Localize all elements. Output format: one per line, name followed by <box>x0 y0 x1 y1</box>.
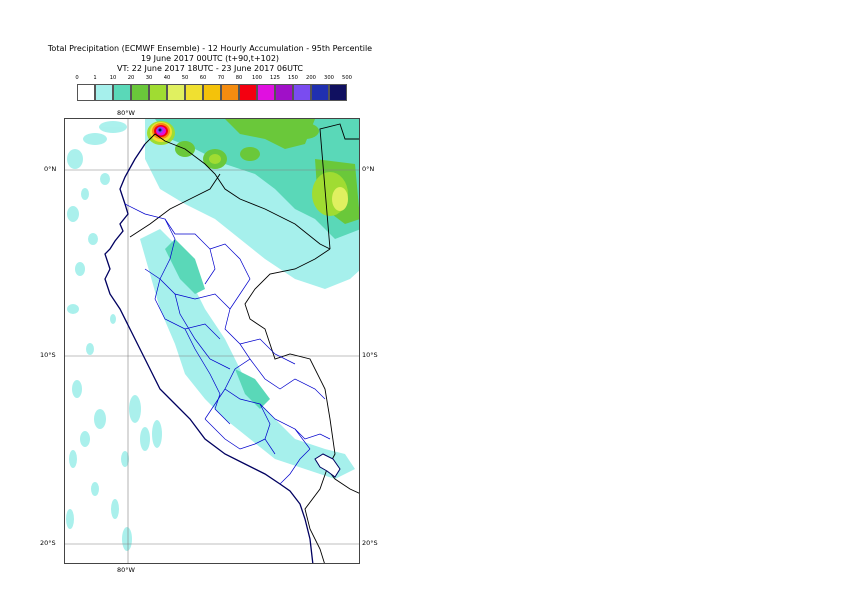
lake-titicaca <box>314 453 341 478</box>
colorbar-swatch <box>185 84 203 101</box>
run-date: 19 June 2017 00UTC (t+90,t+102) <box>140 54 280 63</box>
colorbar-tick-label: 40 <box>163 75 171 81</box>
lat-label-0-right: 0°N <box>362 165 375 173</box>
colorbar-tick-label: 300 <box>324 75 334 81</box>
colorbar-swatch <box>257 84 275 101</box>
admin-boundaries <box>124 203 331 485</box>
colorbar-tick-label: 500 <box>342 75 352 81</box>
lat-label-10-left: 10°S <box>40 351 56 359</box>
colorbar-tick-label: 125 <box>270 75 280 81</box>
colorbar-tick-label: 60 <box>199 75 207 81</box>
colorbar-tick-label: 10 <box>109 75 117 81</box>
colorbar-swatch <box>131 84 149 101</box>
lat-label-20-left: 20°S <box>40 539 56 547</box>
colorbar-tick-label: 150 <box>288 75 298 81</box>
precip-andes <box>140 229 355 479</box>
colorbar-swatch <box>239 84 257 101</box>
colorbar-swatch <box>77 84 95 101</box>
lat-label-20-right: 20°S <box>362 539 378 547</box>
colorbar-tick-label: 1 <box>93 75 97 81</box>
colorbar-swatch <box>95 84 113 101</box>
lat-label-0-left: 0°N <box>44 165 57 173</box>
colorbar-tick-label: 20 <box>127 75 135 81</box>
lon-label-80-bottom: 80°W <box>117 566 135 574</box>
map-svg <box>65 119 359 563</box>
colorbar-tick-label: 50 <box>181 75 189 81</box>
lat-label-10-right: 10°S <box>362 351 378 359</box>
colorbar-swatch <box>329 84 347 101</box>
precip-ocean-patches <box>66 121 162 551</box>
lon-label-80-top: 80°W <box>117 109 135 117</box>
map-panel <box>64 118 360 564</box>
colorbar-tick-label: 70 <box>217 75 225 81</box>
colorbar-tick-label: 30 <box>145 75 153 81</box>
valid-time: VT: 22 June 2017 18UTC - 23 June 2017 06… <box>117 64 303 73</box>
colorbar-tick-label: 100 <box>252 75 262 81</box>
colorbar-tick-label: 200 <box>306 75 316 81</box>
colorbar-swatch <box>221 84 239 101</box>
chart-title: Total Precipitation (ECMWF Ensemble) - 1… <box>47 44 373 53</box>
colorbar-swatch <box>167 84 185 101</box>
colorbar-swatch <box>149 84 167 101</box>
colorbar-swatch <box>203 84 221 101</box>
colorbar-tick-label: 80 <box>235 75 243 81</box>
colorbar-tick-label: 0 <box>75 75 79 81</box>
colorbar-swatch <box>311 84 329 101</box>
graticule <box>65 119 359 563</box>
colorbar-swatch <box>275 84 293 101</box>
colorbar-swatch <box>113 84 131 101</box>
colorbar-swatch <box>293 84 311 101</box>
